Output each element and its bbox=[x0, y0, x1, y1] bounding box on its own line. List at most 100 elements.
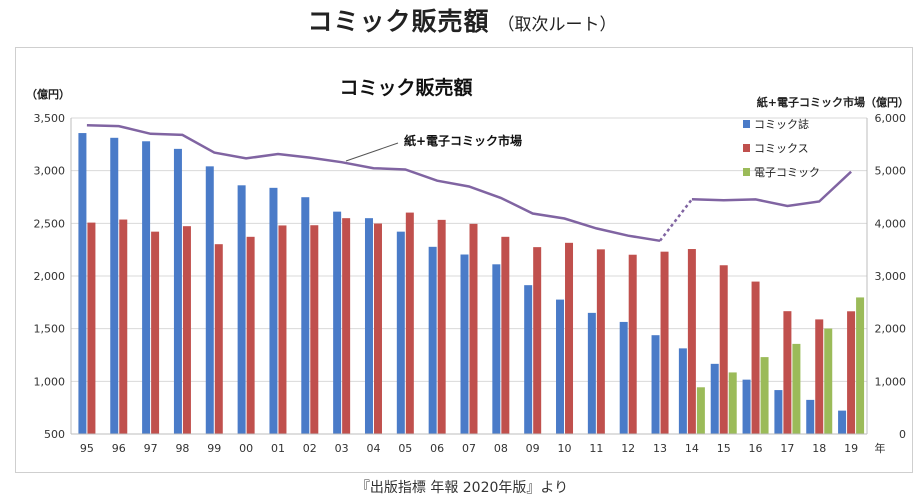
legend-swatch bbox=[743, 120, 750, 128]
x-tick-label: 00 bbox=[239, 442, 253, 455]
x-tick-label: 15 bbox=[717, 442, 731, 455]
x-tick-label: 11 bbox=[589, 442, 603, 455]
bar-comics bbox=[310, 225, 319, 434]
axes: 500 1,000 1,500 2,000 2,500 3,000 3,500 0 1,000 2… bbox=[34, 112, 907, 455]
x-tick-label: 05 bbox=[398, 442, 412, 455]
x-tick-label: 95 bbox=[80, 442, 94, 455]
x-tick-label: 02 bbox=[303, 442, 317, 455]
x-tick-label: 19 bbox=[844, 442, 858, 455]
x-tick-label: 03 bbox=[335, 442, 349, 455]
page-title-sub: （取次ルート） bbox=[497, 15, 617, 35]
bar-comic-magazine bbox=[142, 141, 151, 434]
bar-comics bbox=[405, 212, 414, 434]
bar-comic-magazine bbox=[428, 246, 437, 434]
bar-comics bbox=[501, 236, 510, 434]
left-tick-label: 2,000 bbox=[34, 270, 66, 283]
bar-e-comic bbox=[792, 343, 801, 434]
bar-comics bbox=[437, 219, 446, 434]
bar-comic-magazine bbox=[269, 187, 278, 434]
bar-comic-magazine bbox=[710, 363, 719, 434]
right-tick-label: 0 bbox=[899, 428, 906, 441]
left-tick-label: 2,500 bbox=[34, 217, 66, 230]
source-note: 『出版指標 年報 2020年版』より bbox=[355, 480, 569, 496]
page-title-main: コミック販売額 bbox=[307, 7, 490, 36]
x-tick-label: 99 bbox=[207, 442, 221, 455]
left-tick-label: 3,000 bbox=[34, 165, 66, 178]
bar-comic-magazine bbox=[806, 399, 815, 434]
bar-comics bbox=[596, 249, 605, 434]
annotation-label: 紙+電子コミック市場 bbox=[404, 133, 522, 148]
bar-comic-magazine bbox=[524, 285, 533, 434]
x-tick-label: 14 bbox=[685, 442, 699, 455]
x-tick-label: 97 bbox=[144, 442, 158, 455]
bars bbox=[78, 133, 865, 434]
bar-comic-magazine bbox=[110, 137, 119, 434]
x-tick-label: 04 bbox=[366, 442, 380, 455]
left-axis-unit: （億円） bbox=[26, 87, 70, 101]
market-line bbox=[86, 123, 852, 243]
left-tick-label: 1,000 bbox=[34, 375, 66, 388]
bar-comic-magazine bbox=[237, 185, 246, 434]
line-dotted-transition bbox=[659, 198, 693, 242]
annotation-leader bbox=[345, 142, 399, 162]
x-tick-label: 01 bbox=[271, 442, 285, 455]
legend-swatch bbox=[743, 168, 750, 176]
bar-comics bbox=[533, 247, 542, 434]
bar-comics bbox=[373, 223, 382, 434]
gridlines bbox=[71, 117, 867, 435]
bar-e-comic bbox=[824, 328, 833, 434]
chart-svg: コミック販売額 （億円） 紙+電子コミック市場（億円） 500 1,000 1,50… bbox=[26, 76, 909, 455]
right-tick-label: 1,000 bbox=[875, 375, 907, 388]
bar-comics bbox=[119, 219, 128, 434]
chart-frame: コミック販売額 （億円） 紙+電子コミック市場（億円） 500 1,000 1,50… bbox=[15, 47, 913, 473]
x-tick-label: 18 bbox=[812, 442, 826, 455]
line-paper-plus-digital bbox=[691, 170, 852, 208]
bar-comic-magazine bbox=[460, 254, 469, 434]
bar-comic-magazine bbox=[774, 390, 783, 434]
bar-comic-magazine bbox=[587, 312, 596, 434]
right-tick-label: 5,000 bbox=[875, 165, 907, 178]
bar-e-comic bbox=[856, 297, 865, 434]
bar-comics bbox=[182, 226, 191, 434]
bar-comic-magazine bbox=[651, 335, 660, 434]
bar-comics bbox=[660, 251, 669, 434]
x-tick-label: 17 bbox=[780, 442, 794, 455]
bar-comics bbox=[751, 281, 760, 434]
right-axis-unit: 紙+電子コミック市場（億円） bbox=[757, 95, 909, 109]
bar-comic-magazine bbox=[364, 218, 373, 434]
legend-label: コミック誌 bbox=[754, 117, 809, 131]
right-tick-label: 4,000 bbox=[875, 217, 907, 230]
bar-comic-magazine bbox=[619, 321, 628, 434]
page-title: コミック販売額 （取次ルート） bbox=[0, 2, 924, 38]
bar-comics bbox=[687, 249, 696, 434]
bar-comic-magazine bbox=[205, 166, 214, 434]
x-tick-label: 13 bbox=[653, 442, 667, 455]
x-tick-label: 98 bbox=[175, 442, 189, 455]
line-annotation: 紙+電子コミック市場 bbox=[345, 133, 522, 162]
bar-comics bbox=[342, 218, 351, 434]
bar-comics bbox=[87, 222, 96, 434]
right-tick-label: 2,000 bbox=[875, 323, 907, 336]
x-tick-label: 08 bbox=[494, 442, 508, 455]
bar-comics bbox=[565, 242, 574, 434]
bar-e-comic bbox=[760, 357, 769, 434]
bar-comic-magazine bbox=[301, 197, 310, 434]
bar-comics bbox=[847, 311, 856, 434]
legend-label: コミックス bbox=[754, 142, 809, 155]
left-tick-label: 3,500 bbox=[34, 112, 66, 125]
bar-comic-magazine bbox=[556, 299, 565, 434]
x-tick-label: 10 bbox=[558, 442, 572, 455]
bar-comics bbox=[719, 265, 728, 434]
bar-comics bbox=[815, 319, 824, 434]
x-tick-label: 96 bbox=[112, 442, 126, 455]
right-tick-label: 6,000 bbox=[875, 112, 907, 125]
right-tick-label: 3,000 bbox=[875, 270, 907, 283]
bar-e-comic bbox=[728, 372, 737, 434]
bar-comic-magazine bbox=[678, 348, 687, 434]
bar-comics bbox=[151, 231, 160, 434]
bar-comic-magazine bbox=[838, 410, 847, 434]
bar-comic-magazine bbox=[173, 148, 182, 434]
left-tick-label: 500 bbox=[44, 428, 65, 441]
bar-comics bbox=[469, 223, 478, 434]
line-paper-era bbox=[86, 123, 661, 243]
